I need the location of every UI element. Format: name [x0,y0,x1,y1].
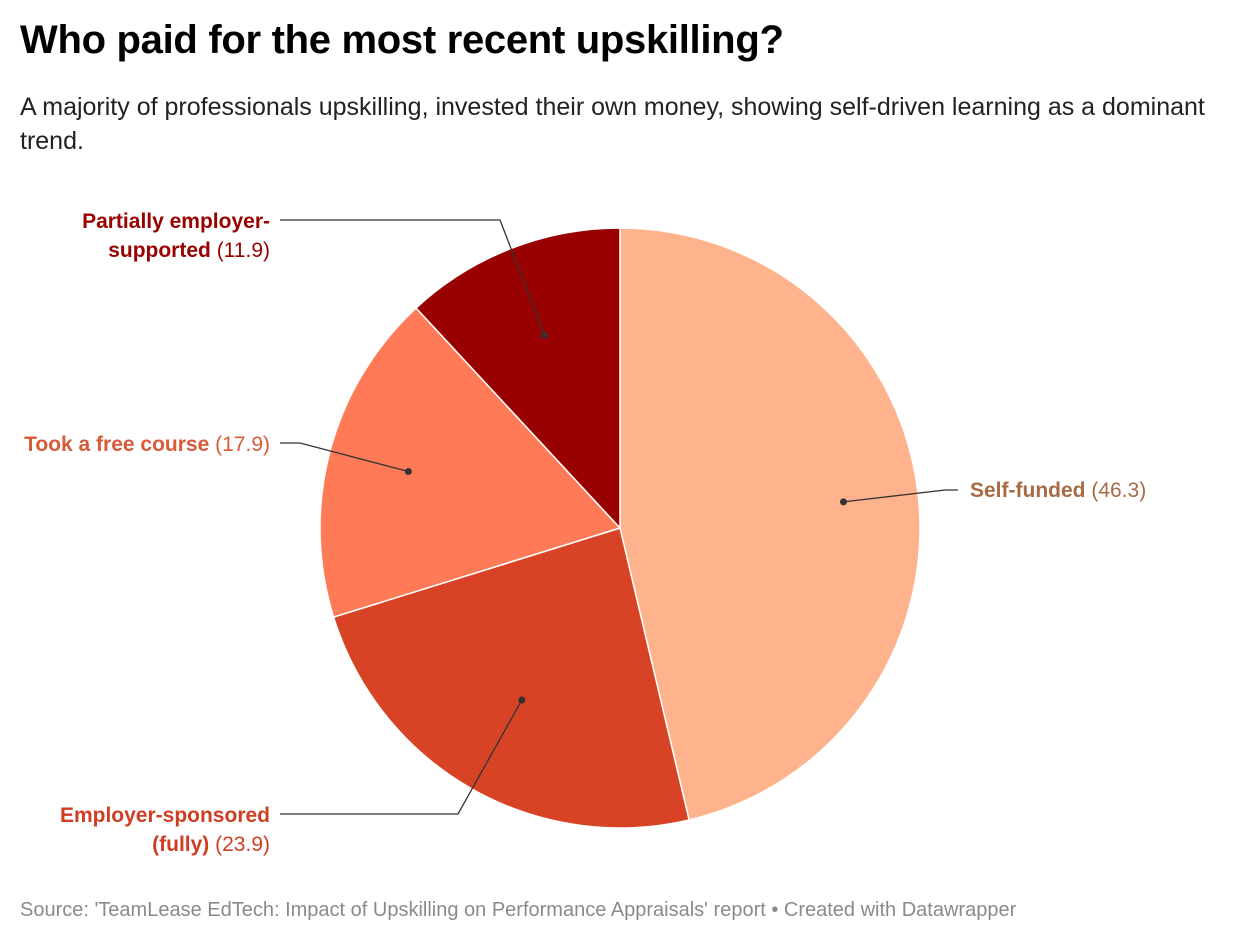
chart-subtitle: A majority of professionals upskilling, … [20,93,1205,155]
label-anchor-dot [404,468,412,476]
label-leader-line [843,489,958,503]
source-note: Source: 'TeamLease EdTech: Impact of Ups… [20,899,1017,921]
label-leader-line [280,442,409,473]
slice-value: (23.9) [209,833,270,856]
slice-value: (17.9) [209,433,270,456]
slice-name: Self-funded [970,479,1086,502]
chart-title: Who paid for the most recent upskilling? [20,18,784,62]
pie-labels: Self-funded (46.3) Employer-sponsored (ful… [24,210,1146,856]
slice-label: Took a free course (17.9) [24,433,270,456]
slice-label: Employer-sponsored (fully) (23.9) [60,804,270,856]
slice-name: Took a free course [24,433,209,456]
pie-slices [319,227,921,829]
label-anchor-dot [839,498,847,506]
slice-label-line: supported (11.9) [108,239,270,262]
slice-name: (fully) [152,833,209,856]
slice-label-line: Partially employer- [82,210,270,233]
label-anchor-dot [518,696,526,704]
slice-label-line: Employer-sponsored [60,804,270,827]
slice-label-line: (fully) (23.9) [152,833,270,856]
slice-label-line: Took a free course (17.9) [24,433,270,456]
slice-name: Employer-sponsored [60,804,270,827]
slice-label-line: Self-funded (46.3) [970,479,1146,502]
slice-label: Self-funded (46.3) [970,479,1146,502]
slice-value: (46.3) [1086,479,1147,502]
slice-name: Partially employer- [82,210,270,233]
slice-label: Partially employer-supported (11.9) [82,210,270,262]
label-anchor-dot [540,331,548,339]
label-leader-line [280,219,546,336]
pie-slice [332,527,691,829]
slice-name: supported [108,239,211,262]
slice-value: (11.9) [211,239,270,262]
label-leader-line [280,699,523,815]
